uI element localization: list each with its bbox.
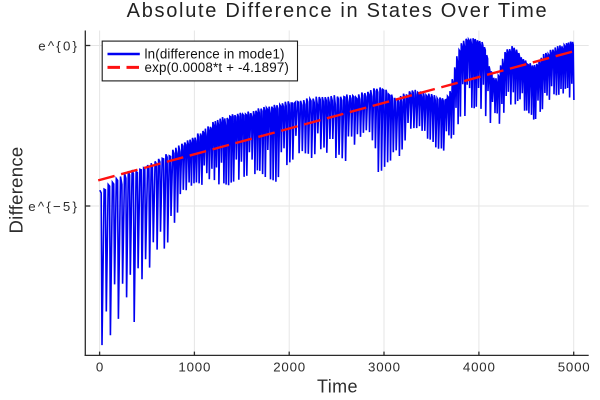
svg-text:3000: 3000 [368, 360, 401, 375]
svg-text:Absolute Difference in States: Absolute Difference in States Over Time [127, 0, 549, 22]
svg-text:1000: 1000 [178, 360, 211, 375]
svg-text:exp(0.0008*t + -4.1897): exp(0.0008*t + -4.1897) [145, 60, 290, 75]
svg-text:e^{0}: e^{0} [38, 38, 79, 53]
svg-text:2000: 2000 [273, 360, 306, 375]
svg-text:0: 0 [96, 360, 103, 375]
svg-text:Difference: Difference [6, 147, 27, 234]
svg-text:e^{−5}: e^{−5} [28, 199, 79, 214]
svg-text:5000: 5000 [558, 360, 591, 375]
svg-text:4000: 4000 [463, 360, 496, 375]
svg-text:Time: Time [317, 377, 358, 397]
svg-text:ln(difference in mode1): ln(difference in mode1) [145, 46, 285, 61]
